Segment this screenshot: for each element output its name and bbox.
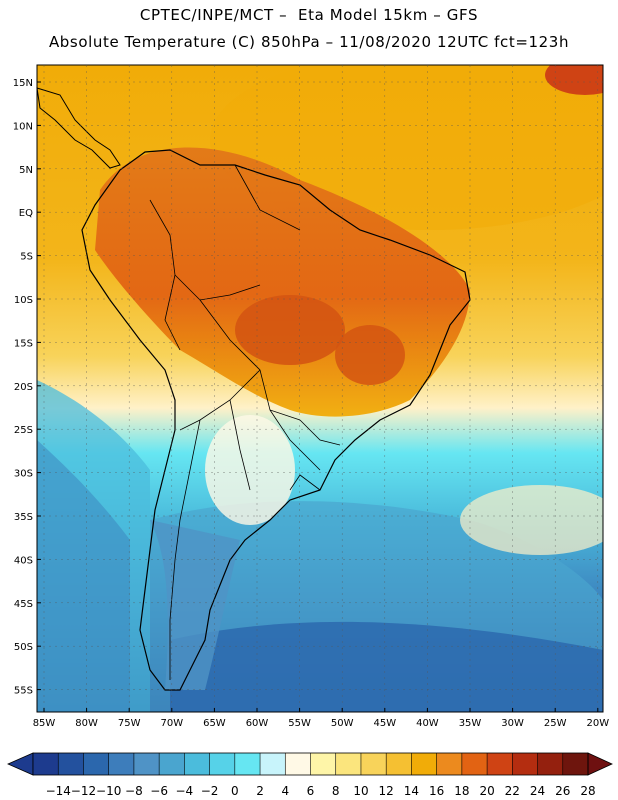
colorbar-swatch [83, 753, 109, 775]
colorbar-swatch [436, 753, 463, 775]
lon-label: 35W [459, 718, 482, 729]
lon-label: 75W [118, 718, 141, 729]
lat-label: 25S [14, 425, 33, 436]
colorbar-swatch [487, 753, 513, 775]
colorbar-label: 14 [404, 784, 419, 798]
lat-label: 45S [14, 599, 33, 610]
colorbar-label: 16 [429, 784, 444, 798]
lon-label: 85W [33, 718, 56, 729]
lat-label: 5S [20, 252, 33, 263]
map-title: CPTEC/INPE/MCT – Eta Model 15km – GFS [139, 6, 479, 24]
colorbar-label: 24 [530, 784, 545, 798]
colorbar-label: −4 [176, 784, 194, 798]
colorbar-label: 22 [505, 784, 520, 798]
graticule [37, 65, 603, 712]
colorbar-label: −8 [125, 784, 143, 798]
lon-label: 55W [288, 718, 311, 729]
colorbar-swatch [260, 753, 286, 775]
colorbar-label: 4 [281, 784, 289, 798]
colorbar-label: 12 [379, 784, 394, 798]
colorbar-label: −10 [96, 784, 121, 798]
colorbar-label: 2 [256, 784, 264, 798]
colorbar-swatch [411, 753, 437, 775]
longitude-labels: 85W 80W 75W 70W 65W 60W 55W 50W 45W 40W 35W 30W 25W 2… [33, 718, 610, 729]
lat-label: 50S [14, 642, 33, 653]
lon-label: 70W [160, 718, 183, 729]
map-subtitle: Absolute Temperature (C) 850hPa – 11/08/… [48, 33, 570, 51]
colorbar-label: −6 [150, 784, 168, 798]
colorbar-swatch [461, 753, 488, 775]
colorbar-under-arrow [7, 752, 34, 776]
lat-label: 15S [14, 338, 33, 349]
colorbar-label: −12 [71, 784, 96, 798]
colorbar-swatch [310, 753, 337, 775]
colorbar-label: −2 [201, 784, 219, 798]
colorbar-swatch [209, 753, 236, 775]
temperature-field [37, 65, 603, 712]
coastline-central-america [36, 87, 121, 169]
lon-label: 20W [586, 718, 609, 729]
colorbar: −14 −12 −10 −8 −6 −4 −2 0 2 4 6 8 10 12 14 16 18 20 22 24 26… [7, 752, 613, 798]
colorbar-label: 28 [580, 784, 595, 798]
colorbar-swatch [512, 753, 538, 775]
colorbar-label: 6 [307, 784, 315, 798]
lat-label: 15N [13, 78, 33, 89]
colorbar-swatch [159, 753, 185, 775]
lat-label: EQ [19, 208, 33, 219]
colorbar-swatch [335, 753, 362, 775]
colorbar-label: 10 [353, 784, 368, 798]
colorbar-swatch [562, 753, 589, 775]
latitude-labels: 15N 10N 5N EQ 5S 10S 15S 20S 25S 30S 35S 40S 45S 50S 5… [13, 78, 33, 697]
lon-label: 50W [331, 718, 354, 729]
colorbar-swatch [184, 753, 210, 775]
colorbar-swatch [58, 753, 84, 775]
colorbar-swatch [133, 753, 160, 775]
colorbar-swatch [33, 753, 59, 775]
lon-label: 65W [203, 718, 226, 729]
lat-label: 55S [14, 686, 33, 697]
lon-label: 60W [246, 718, 269, 729]
colorbar-swatch [360, 753, 387, 775]
lat-label: 10S [14, 295, 33, 306]
colorbar-label: −14 [46, 784, 71, 798]
colorbar-label: 18 [454, 784, 469, 798]
colorbar-swatch [234, 753, 261, 775]
lat-label: 35S [14, 512, 33, 523]
lon-label: 80W [75, 718, 98, 729]
coastline-south-america [81, 149, 471, 691]
lon-label: 40W [416, 718, 439, 729]
colorbar-swatch [537, 753, 564, 775]
lon-label: 45W [373, 718, 396, 729]
colorbar-label: 8 [332, 784, 340, 798]
lon-label: 30W [501, 718, 524, 729]
lat-label: 40S [14, 555, 33, 566]
lat-label: 20S [14, 382, 33, 393]
colorbar-swatch [285, 753, 311, 775]
colorbar-label: 20 [479, 784, 494, 798]
lon-label: 25W [544, 718, 567, 729]
country-borders [149, 164, 341, 680]
map-frame [36, 64, 604, 713]
colorbar-label: 0 [231, 784, 239, 798]
colorbar-over-arrow [587, 752, 613, 776]
colorbar-label: 26 [555, 784, 570, 798]
colorbar-swatch [108, 753, 135, 775]
lat-label: 10N [13, 121, 33, 132]
lat-label: 30S [14, 469, 33, 480]
lat-label: 5N [19, 165, 33, 176]
colorbar-swatch [386, 753, 412, 775]
